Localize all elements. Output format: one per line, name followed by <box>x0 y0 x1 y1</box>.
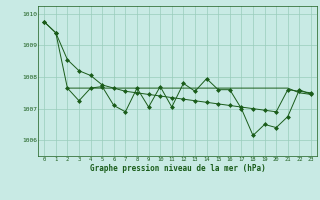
X-axis label: Graphe pression niveau de la mer (hPa): Graphe pression niveau de la mer (hPa) <box>90 164 266 173</box>
